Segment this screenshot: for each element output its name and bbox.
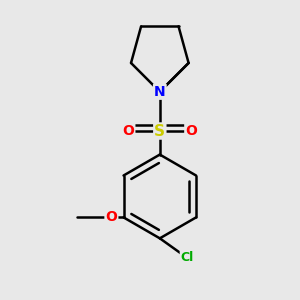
Text: O: O xyxy=(106,210,117,224)
Text: O: O xyxy=(122,124,134,138)
Text: S: S xyxy=(154,124,165,139)
Text: N: N xyxy=(154,85,166,99)
Text: O: O xyxy=(185,124,197,138)
Text: Cl: Cl xyxy=(181,251,194,265)
